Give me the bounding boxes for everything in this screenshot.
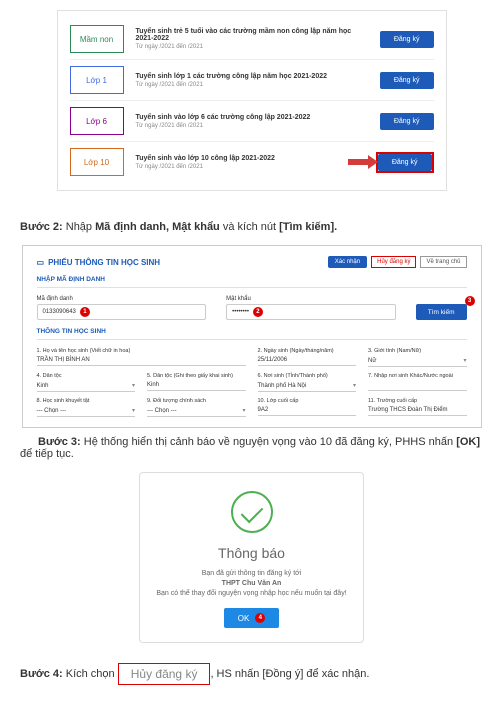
cancel-registration-inline[interactable]: Hủy đăng ký <box>118 663 211 685</box>
marker-3: 3 <box>465 296 475 306</box>
form-grid: 1. Họ và tên học sinh (Viết chữ in hoa) … <box>37 348 467 417</box>
dialog-body: Bạn đã gửi thông tin đăng ký tới THPT Ch… <box>156 569 347 598</box>
marker-4: 4 <box>255 613 265 623</box>
field-birthother: 7. Nhập nơi sinh Khác/Nước ngoài <box>368 373 467 392</box>
reg-title: Tuyển sinh vào lớp 6 các trường công lập… <box>136 114 368 121</box>
field-policy: 9. Đối tượng chính sách --- Chọn ---▾ <box>147 398 246 417</box>
form-header: ▭ PHIẾU THÔNG TIN HỌC SINH Xác nhận Hủy … <box>37 256 467 268</box>
disability-select[interactable]: --- Chọn ---▾ <box>37 406 136 417</box>
step2-text: Bước 2: Nhập Mã định danh, Mật khẩu và k… <box>20 221 483 233</box>
level-badge-lop6: Lớp 6 <box>70 107 124 135</box>
reg-title: Tuyển sinh lớp 1 các trường công lập năm… <box>136 73 368 80</box>
field-school: 11. Trường cuối cấp Trường THCS Đoàn Thị… <box>368 398 467 417</box>
marker-1: 1 <box>80 307 90 317</box>
password-input[interactable]: •••••••• 2 <box>226 304 396 320</box>
reg-title: Tuyển sinh trẻ 5 tuổi vào các trường mầm… <box>136 28 368 42</box>
step3-text: Bước 3: Hệ thống hiển thị cảnh báo về ng… <box>20 436 483 460</box>
reg-dates: Từ ngày /2021 đến /2021 <box>136 44 368 50</box>
ok-button[interactable]: OK 4 <box>224 608 280 628</box>
field-birthplace: 6. Nơi sinh (Tỉnh/Thành phố) Thành phố H… <box>258 373 357 392</box>
level-badge-lop10: Lớp 10 <box>70 148 124 176</box>
level-badge-mamnon: Mầm non <box>70 25 124 53</box>
marker-2: 2 <box>253 307 263 317</box>
notification-dialog: Thông báo Bạn đã gửi thông tin đăng ký t… <box>139 472 364 643</box>
register-button[interactable]: Đăng ký <box>380 113 434 130</box>
reg-row-lop1: Lớp 1 Tuyển sinh lớp 1 các trường công l… <box>70 60 434 101</box>
gender-select[interactable]: Nữ▾ <box>368 356 467 367</box>
field-name: 1. Họ và tên học sinh (Viết chữ in hoa) … <box>37 348 246 367</box>
reg-info: Tuyển sinh trẻ 5 tuổi vào các trường mầm… <box>136 28 368 50</box>
chevron-down-icon: ▾ <box>353 382 356 389</box>
reg-dates: Từ ngày /2021 đến /2021 <box>136 164 364 170</box>
reg-row-lop6: Lớp 6 Tuyển sinh vào lớp 6 các trường cô… <box>70 101 434 142</box>
student-form: ▭ PHIẾU THÔNG TIN HỌC SINH Xác nhận Hủy … <box>22 245 482 428</box>
divider <box>37 339 467 340</box>
home-button[interactable]: Về trang chủ <box>420 256 466 268</box>
chevron-down-icon: ▾ <box>132 382 135 389</box>
reg-title: Tuyển sinh vào lớp 10 công lập 2021-2022 <box>136 155 364 162</box>
section-id: NHẬP MÃ ĐỊNH DANH <box>37 276 467 283</box>
chevron-down-icon: ▾ <box>242 407 245 414</box>
label-id: Mã định danh <box>37 296 207 302</box>
step4-text: Bước 4: Kích chọn Hủy đăng ký, HS nhấn [… <box>20 663 483 685</box>
reg-row-mamnon: Mầm non Tuyển sinh trẻ 5 tuổi vào các tr… <box>70 19 434 60</box>
chevron-down-icon: ▾ <box>132 407 135 414</box>
reg-dates: Từ ngày /2021 đến /2021 <box>136 123 368 129</box>
search-button[interactable]: Tìm kiếm <box>416 304 467 320</box>
field-disability: 8. Học sinh khuyết tật --- Chọn ---▾ <box>37 398 136 417</box>
reg-info: Tuyển sinh vào lớp 6 các trường công lập… <box>136 114 368 129</box>
reg-info: Tuyển sinh vào lớp 10 công lập 2021-2022… <box>136 155 364 170</box>
col-pass: Mật khẩu •••••••• 2 <box>226 296 396 320</box>
register-button[interactable]: Đăng ký <box>380 72 434 89</box>
check-circle-icon <box>231 491 273 533</box>
cancel-registration-button[interactable]: Hủy đăng ký <box>371 256 416 268</box>
reg-dates: Từ ngày /2021 đến /2021 <box>136 82 368 88</box>
doc-icon: ▭ <box>37 258 45 267</box>
col-id: Mã định danh 0133090643 1 <box>37 296 207 320</box>
reg-info: Tuyển sinh lớp 1 các trường công lập năm… <box>136 73 368 88</box>
register-button[interactable]: Đăng ký <box>380 31 434 48</box>
section-info: THÔNG TIN HỌC SINH <box>37 328 467 335</box>
field-dob: 2. Ngày sinh (Ngày/tháng/năm) 25/11/2006 <box>258 348 357 367</box>
ethnic-select[interactable]: Kinh▾ <box>37 381 136 392</box>
id-input[interactable]: 0133090643 1 <box>37 304 207 320</box>
birthplace-select[interactable]: Thành phố Hà Nội▾ <box>258 381 357 392</box>
level-badge-lop1: Lớp 1 <box>70 66 124 94</box>
policy-select[interactable]: --- Chọn ---▾ <box>147 406 246 417</box>
field-ethnic2: 5. Dân tộc (Ghi theo giấy khai sinh) Kin… <box>147 373 246 392</box>
registration-container: Mầm non Tuyển sinh trẻ 5 tuổi vào các tr… <box>57 10 447 191</box>
divider <box>37 287 467 288</box>
chevron-down-icon: ▾ <box>463 357 466 364</box>
form-actions: Xác nhận Hủy đăng ký Về trang chủ <box>328 256 467 268</box>
search-row: Mã định danh 0133090643 1 Mật khẩu •••••… <box>37 296 467 320</box>
reg-row-lop10: Lớp 10 Tuyển sinh vào lớp 10 công lập 20… <box>70 142 434 182</box>
register-button-lop10[interactable]: Đăng ký <box>378 154 432 171</box>
dialog-title: Thông báo <box>156 545 347 561</box>
search-wrap: Tìm kiếm 3 <box>416 304 467 320</box>
field-ethnic: 4. Dân tộc Kinh▾ <box>37 373 136 392</box>
field-class: 10. Lớp cuối cấp 9A2 <box>258 398 357 417</box>
label-pass: Mật khẩu <box>226 296 396 302</box>
field-gender: 3. Giới tính (Nam/Nữ) Nữ▾ <box>368 348 467 367</box>
confirm-button[interactable]: Xác nhận <box>328 256 367 268</box>
form-title: ▭ PHIẾU THÔNG TIN HỌC SINH <box>37 258 161 267</box>
highlight-box: Đăng ký <box>376 152 434 173</box>
